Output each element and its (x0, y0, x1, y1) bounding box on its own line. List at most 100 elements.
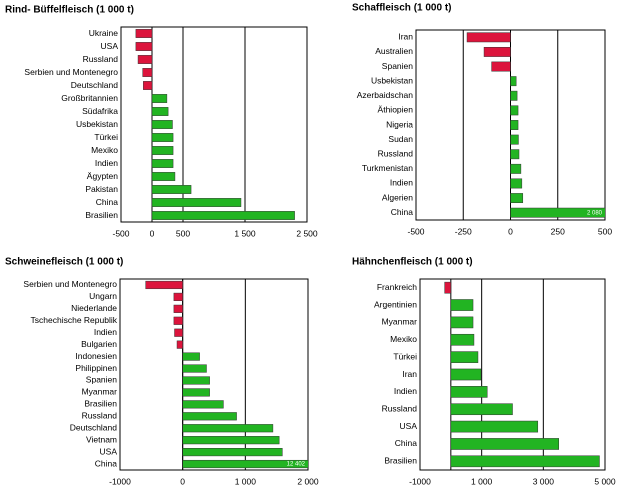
x-tick-label: -500 (112, 228, 129, 238)
bar (135, 42, 153, 51)
bar (510, 207, 605, 218)
x-tick-label: 3 000 (533, 476, 555, 486)
x-tick-label: -500 (407, 226, 424, 236)
bar (510, 134, 519, 145)
y-tick-label: Vietnam (86, 434, 117, 444)
y-tick-label: Turkmenistan (362, 163, 413, 173)
bar (450, 368, 482, 381)
y-tick-label: China (96, 197, 118, 207)
y-tick-label: Philippinen (75, 363, 117, 373)
y-tick-label: Nigeria (386, 119, 413, 129)
bars (444, 281, 600, 468)
bar (444, 281, 452, 294)
y-tick-label: Spanien (382, 61, 413, 71)
y-tick-label: Iran (398, 32, 413, 42)
x-tick-label: 500 (598, 226, 612, 236)
y-tick-label: Serbien und Montenegro (23, 279, 117, 289)
y-tick-label: Azerbaidschan (357, 90, 414, 100)
bar (145, 280, 183, 290)
bar (450, 316, 474, 329)
bar (151, 120, 173, 129)
y-tick-label: Indien (394, 386, 417, 396)
bar (173, 292, 183, 301)
x-tick-label: 1 500 (234, 228, 256, 238)
y-tick-label: Russland (382, 403, 418, 413)
bar (450, 438, 560, 450)
y-tick-label: Ägypten (87, 171, 118, 181)
bar (151, 94, 168, 103)
y-tick-label: Deutschland (70, 422, 118, 432)
bar (182, 448, 283, 457)
bars (145, 280, 308, 469)
bar (182, 459, 308, 469)
bar (151, 172, 176, 181)
bar (510, 120, 519, 130)
bar (151, 159, 174, 168)
y-tick-label: Argentinien (374, 299, 417, 309)
bar (510, 76, 517, 87)
bars (135, 29, 295, 220)
y-tick-label: Usbekistan (76, 119, 118, 129)
y-tick-label: Myanmar (382, 317, 418, 327)
y-tick-label: Großbritannien (61, 93, 118, 103)
y-tick-label: Algerien (382, 192, 413, 202)
x-tick-label: 0 (180, 476, 185, 486)
y-tick-label: Indien (94, 327, 117, 337)
bar (182, 412, 237, 421)
bar (176, 340, 183, 349)
y-tick-label: Iran (402, 369, 417, 379)
y-tick-label: Pakistan (85, 184, 118, 194)
bar (450, 299, 474, 311)
value-label: 12 402 (287, 462, 306, 468)
bar (182, 424, 274, 433)
bar (510, 149, 520, 160)
y-tick-label: China (395, 438, 417, 448)
x-tick-label: -250 (455, 226, 472, 236)
bar (151, 133, 174, 142)
bars (466, 32, 605, 218)
bar (450, 333, 475, 346)
chart-title: Schaffleisch (1 000 t) (352, 3, 451, 14)
y-tick-label: Frankreich (377, 282, 417, 292)
y-tick-label: Russland (82, 411, 118, 421)
chart-title: Schweinefleisch (1 000 t) (5, 257, 123, 268)
y-tick-label: Brasilien (384, 456, 417, 466)
x-tick-label: -1000 (409, 476, 431, 486)
bar (510, 105, 519, 116)
bar (450, 420, 539, 433)
bar (182, 352, 200, 361)
bar (510, 90, 518, 101)
y-tick-label: China (95, 458, 117, 468)
y-tick-label: Bulgarien (81, 339, 117, 349)
bar (174, 328, 183, 337)
bar (450, 386, 488, 398)
x-tick-label: 2 000 (297, 476, 319, 486)
y-tick-label: USA (400, 421, 418, 431)
y-tick-label: Ukraine (89, 28, 119, 38)
bar (510, 193, 524, 204)
bar (151, 107, 169, 116)
bar (182, 388, 210, 397)
y-tick-label: Mexiko (390, 334, 417, 344)
y-tick-label: Deutschland (71, 80, 119, 90)
y-tick-label: Russland (378, 148, 414, 158)
x-tick-label: 250 (551, 226, 565, 236)
bar (182, 400, 224, 409)
x-tick-label: 0 (150, 228, 155, 238)
y-tick-label: Indien (390, 178, 413, 188)
y-tick-label: Spanien (86, 375, 117, 385)
y-tick-label: Usbekistan (371, 75, 413, 85)
bar (491, 61, 511, 72)
x-tick-label: 0 (508, 226, 513, 236)
x-tick-label: -1000 (109, 476, 131, 486)
y-tick-label: Brasilien (84, 399, 117, 409)
y-tick-label: Indonesien (75, 351, 117, 361)
bar (182, 376, 210, 385)
bar (173, 304, 183, 313)
x-tick-label: 1 000 (471, 476, 493, 486)
chart-title: Hähnchenfleisch (1 000 t) (352, 257, 473, 268)
bar (151, 198, 242, 207)
y-tick-label: Russland (83, 54, 119, 64)
bar (151, 211, 295, 220)
